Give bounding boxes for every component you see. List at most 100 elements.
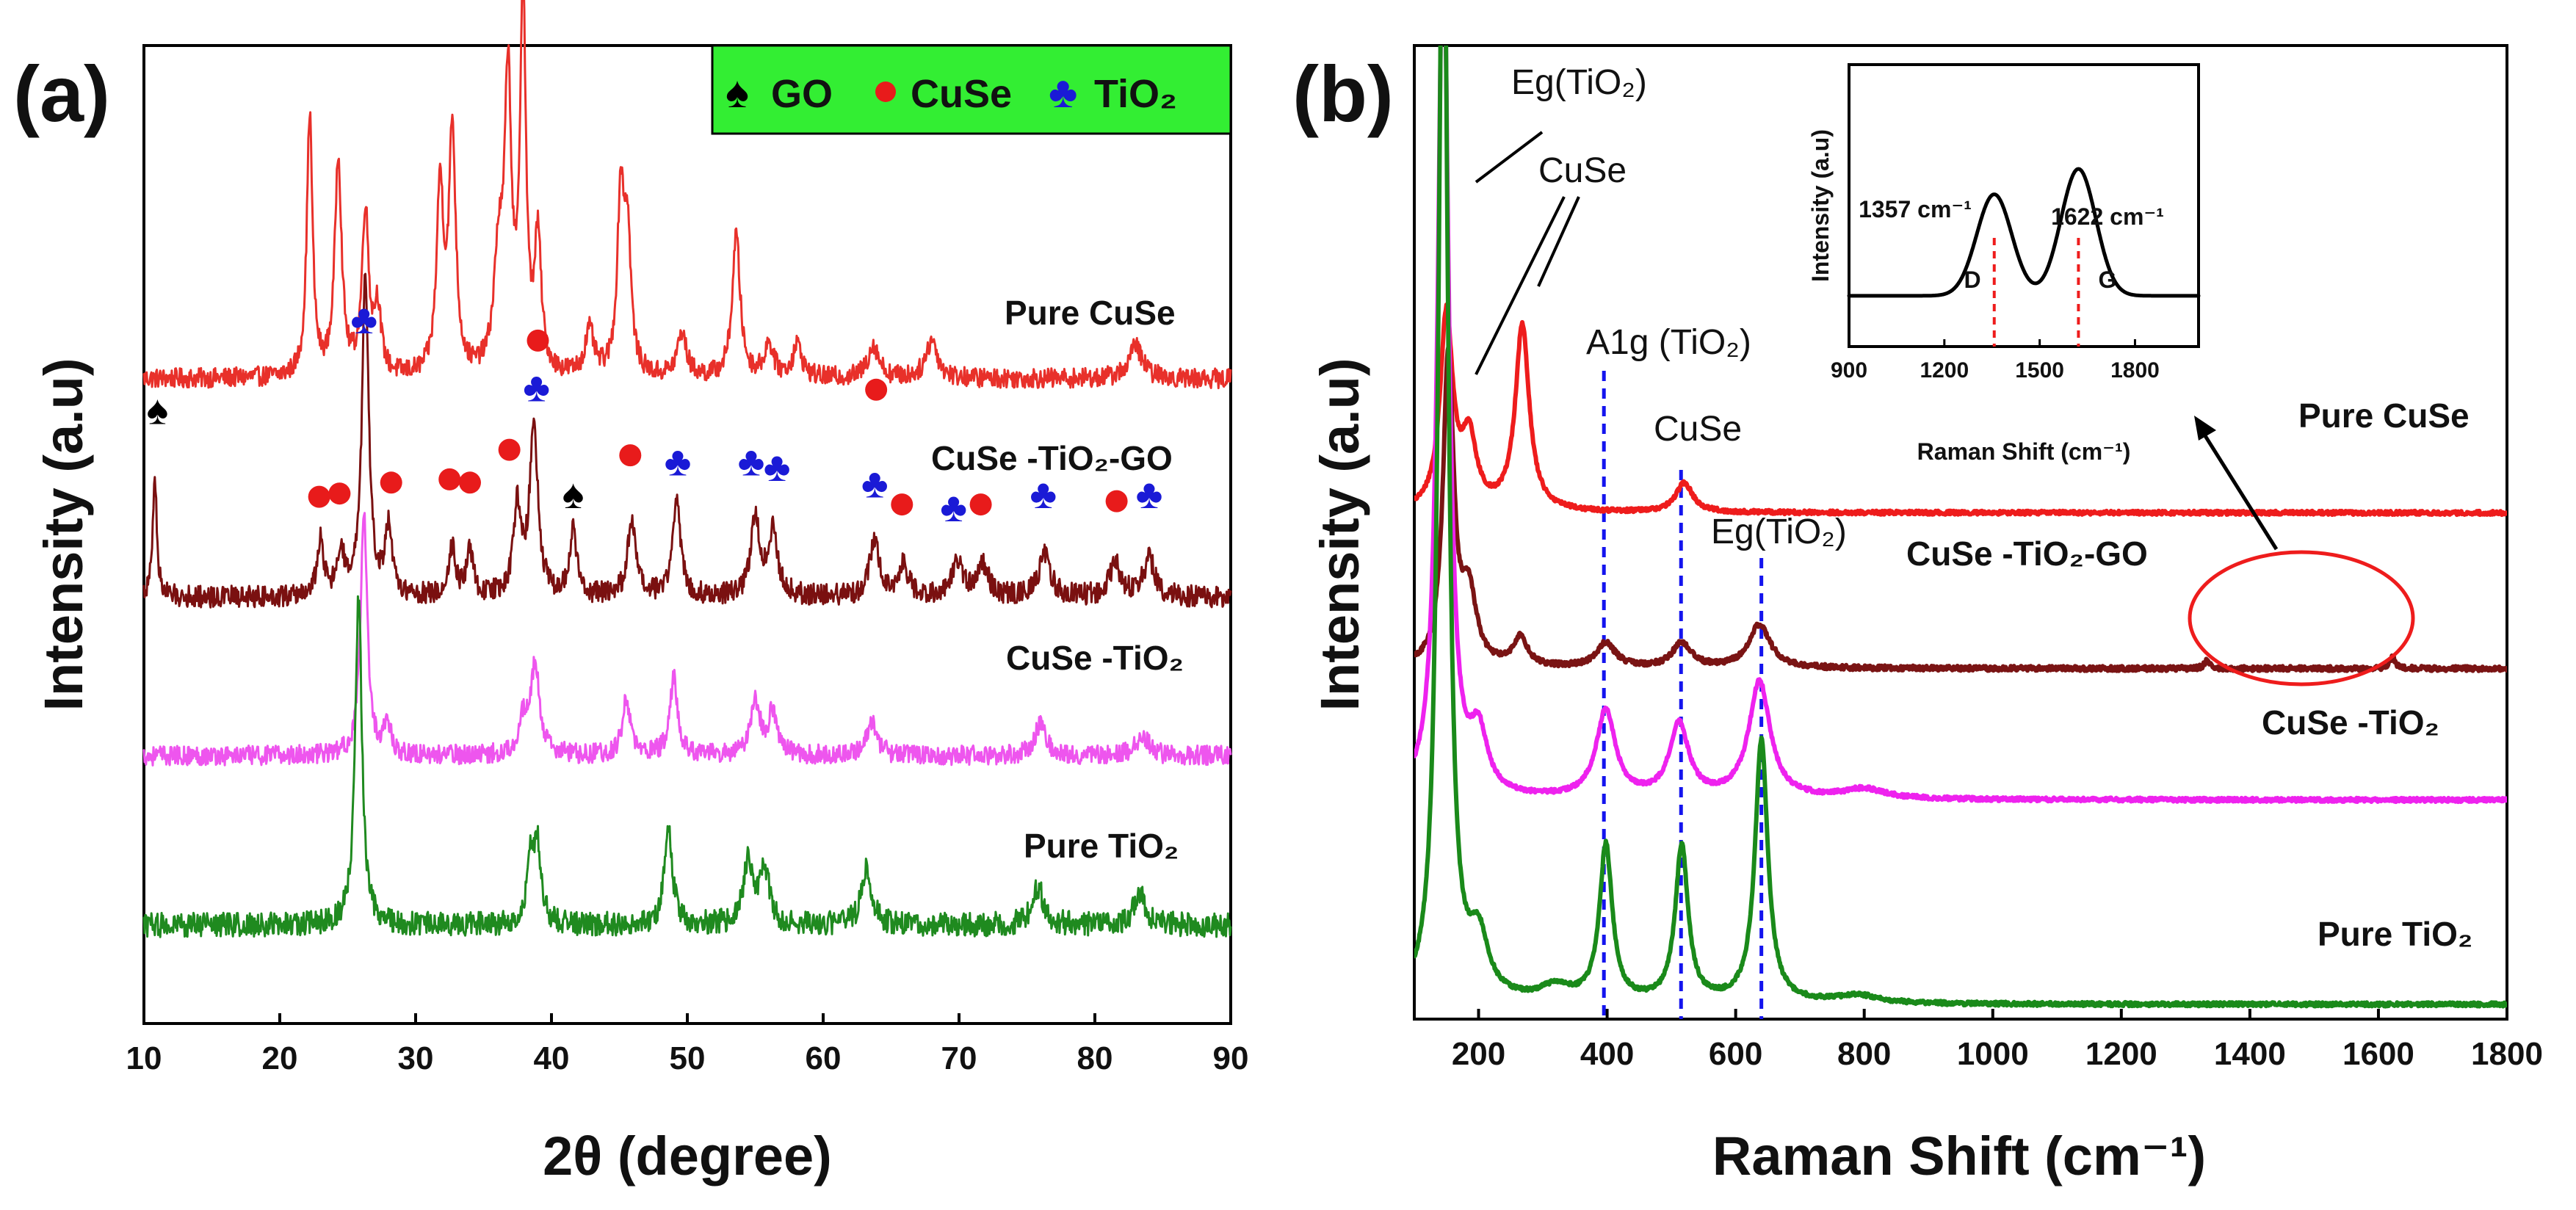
xrd-trace-0 — [142, 0, 1232, 390]
b-tick-label-8: 1800 — [2471, 1036, 2543, 1072]
b-anno-eg-1-arrow — [1475, 131, 1544, 184]
legend-tio2-icon: ♣ — [1049, 68, 1077, 117]
tio2-marker-14: ♣ — [350, 296, 377, 342]
tio2-marker-20: ♣ — [940, 484, 967, 530]
panel-b-traces — [1414, 46, 2507, 1009]
go-marker-1: ♠ — [562, 471, 585, 517]
a-y-axis-title: Intensity (a.u) — [33, 358, 94, 711]
legend-cuse-label: CuSe — [911, 72, 1012, 116]
a-tick-label-2: 30 — [398, 1040, 434, 1076]
a-label-pure-cuse: Pure CuSe — [1005, 294, 1176, 332]
legend-tio2-label: TiO₂ — [1094, 72, 1177, 116]
inset-peak-label-d: D — [1964, 267, 1980, 293]
tio2-marker-15: ♣ — [523, 363, 550, 410]
panel-a-label: (a) — [13, 49, 110, 138]
panel-a-traces — [142, 0, 1232, 938]
inset-tick-label-2: 1500 — [2015, 358, 2064, 383]
b-anno-cuse-1: CuSe — [1538, 151, 1627, 190]
legend-box — [711, 44, 1232, 135]
b-label-cuse-tio2: CuSe -TiO₂ — [2262, 703, 2439, 742]
tio2-marker-19: ♣ — [861, 460, 889, 506]
b-anno-a1g: A1g (TiO₂) — [1586, 323, 1751, 362]
a-tick-label-5: 60 — [806, 1040, 842, 1076]
panel-b-label: (b) — [1292, 49, 1394, 138]
a-tick-label-6: 70 — [941, 1040, 977, 1076]
b-anno-eg-2: Eg(TiO₂) — [1711, 512, 1847, 551]
b-tick-label-0: 200 — [1452, 1036, 1505, 1072]
inset-pos-label-d: 1357 cm⁻¹ — [1859, 196, 1972, 222]
inset-pos-label-g: 1622 cm⁻¹ — [2051, 203, 2164, 230]
a-label-pure-tio2: Pure TiO₂ — [1024, 827, 1179, 865]
tio2-marker-21: ♣ — [1030, 471, 1057, 517]
cuse-marker-2 — [308, 485, 330, 508]
d-g-band-highlight — [2188, 550, 2415, 686]
inset-x-title: Raman Shift (cm⁻¹) — [1917, 438, 2131, 465]
cuse-marker-7 — [498, 438, 521, 461]
b-label-cuse-tio2-go: CuSe -TiO₂-GO — [1906, 535, 2148, 573]
a-label-cuse-tio2-go: CuSe -TiO₂-GO — [931, 439, 1173, 477]
inset-peak-label-g: G — [2099, 267, 2117, 293]
cuse-marker-12 — [969, 493, 992, 516]
a-tick-label-8: 90 — [1213, 1040, 1249, 1076]
inset-tick-label-3: 1800 — [2110, 358, 2160, 383]
cuse-marker-9 — [619, 444, 642, 467]
raman-trace-1 — [1414, 344, 2507, 673]
inset-y-title: Intensity (a.u) — [1807, 129, 1834, 282]
raman-trace-3 — [1414, 46, 2507, 1009]
inset-pointer-line — [2202, 433, 2279, 551]
b-tick-label-7: 1600 — [2342, 1036, 2414, 1072]
a-tick-label-4: 50 — [670, 1040, 706, 1076]
b-tick-label-1: 400 — [1580, 1036, 1634, 1072]
tio2-marker-18: ♣ — [764, 443, 791, 490]
panel-b-reference-lines — [1602, 371, 1764, 1019]
cuse-marker-4 — [380, 471, 402, 494]
b-tick-label-2: 600 — [1709, 1036, 1762, 1072]
inset-pointer-arrowhead — [2194, 416, 2216, 441]
panel-b-x-ticks: 200 400 600 800 1000 1200 1400 1600 1800 — [1452, 1009, 2543, 1072]
legend-cuse-icon — [875, 81, 896, 102]
panel-a-x-ticks: 10 20 30 40 50 60 70 80 90 — [126, 1013, 1249, 1076]
b-tick-label-3: 800 — [1837, 1036, 1891, 1072]
a-label-cuse-tio2: CuSe -TiO₂ — [1006, 639, 1184, 677]
raman-trace-2 — [1414, 46, 2507, 805]
cuse-marker-6 — [459, 471, 481, 494]
b-anno-cuse-1-arrow-b — [1537, 196, 1580, 287]
panel-a: (a) ♠♠♣♣♣ ♣♣ ♣♣ ♣ ♣ 10 20 30 40 50 60 70 80 90 ♠ GO … — [13, 0, 1248, 1187]
a-tick-label-1: 20 — [262, 1040, 298, 1076]
b-tick-label-5: 1200 — [2085, 1036, 2157, 1072]
go-marker-0: ♠ — [147, 387, 169, 433]
inset-tick-label-0: 900 — [1831, 358, 1867, 383]
tio2-marker-22: ♣ — [1136, 471, 1163, 517]
inset-tick-label-1: 1200 — [1920, 358, 1969, 383]
cuse-marker-13 — [1105, 490, 1128, 512]
a-tick-label-0: 10 — [126, 1040, 162, 1076]
cuse-marker-8 — [527, 329, 549, 352]
tio2-marker-17: ♣ — [738, 438, 765, 485]
b-tick-label-6: 1400 — [2214, 1036, 2286, 1072]
legend-go-icon: ♠ — [726, 68, 749, 117]
raman-trace-0 — [1414, 302, 2507, 518]
xrd-trace-2 — [142, 512, 1232, 767]
b-anno-cuse-1-arrow-a — [1475, 196, 1566, 375]
b-label-pure-tio2: Pure TiO₂ — [2318, 915, 2472, 953]
cuse-marker-3 — [328, 482, 351, 505]
xrd-trace-3 — [142, 595, 1232, 938]
inset-content: 900 1200 1500 1800 — [1831, 167, 2201, 383]
legend-go-label: GO — [771, 72, 833, 116]
cuse-marker-11 — [891, 493, 913, 516]
b-label-pure-cuse: Pure CuSe — [2298, 396, 2470, 435]
panel-b-frame — [1413, 44, 2508, 1021]
cuse-marker-10 — [865, 378, 888, 401]
panel-a-legend: ♠ GO CuSe ♣ TiO₂ — [711, 44, 1232, 135]
b-y-axis-title: Intensity (a.u) — [1309, 358, 1370, 711]
b-tick-label-4: 1000 — [1957, 1036, 2029, 1072]
tio2-marker-16: ♣ — [665, 438, 692, 485]
a-x-axis-title: 2θ (degree) — [543, 1126, 832, 1187]
panel-a-phase-markers: ♠♠♣♣♣ ♣♣ ♣♣ ♣ ♣ — [147, 296, 1163, 530]
a-tick-label-7: 80 — [1077, 1040, 1113, 1076]
panel-b: (b) 200 400 600 800 1000 1200 1400 1600 1800 Eg(… — [1292, 44, 2543, 1187]
b-anno-cuse-2: CuSe — [1654, 410, 1742, 449]
a-tick-label-3: 40 — [534, 1040, 570, 1076]
raman-inset: 900 1200 1500 1800 Raman Shift (cm⁻¹) Inten… — [1807, 63, 2201, 465]
